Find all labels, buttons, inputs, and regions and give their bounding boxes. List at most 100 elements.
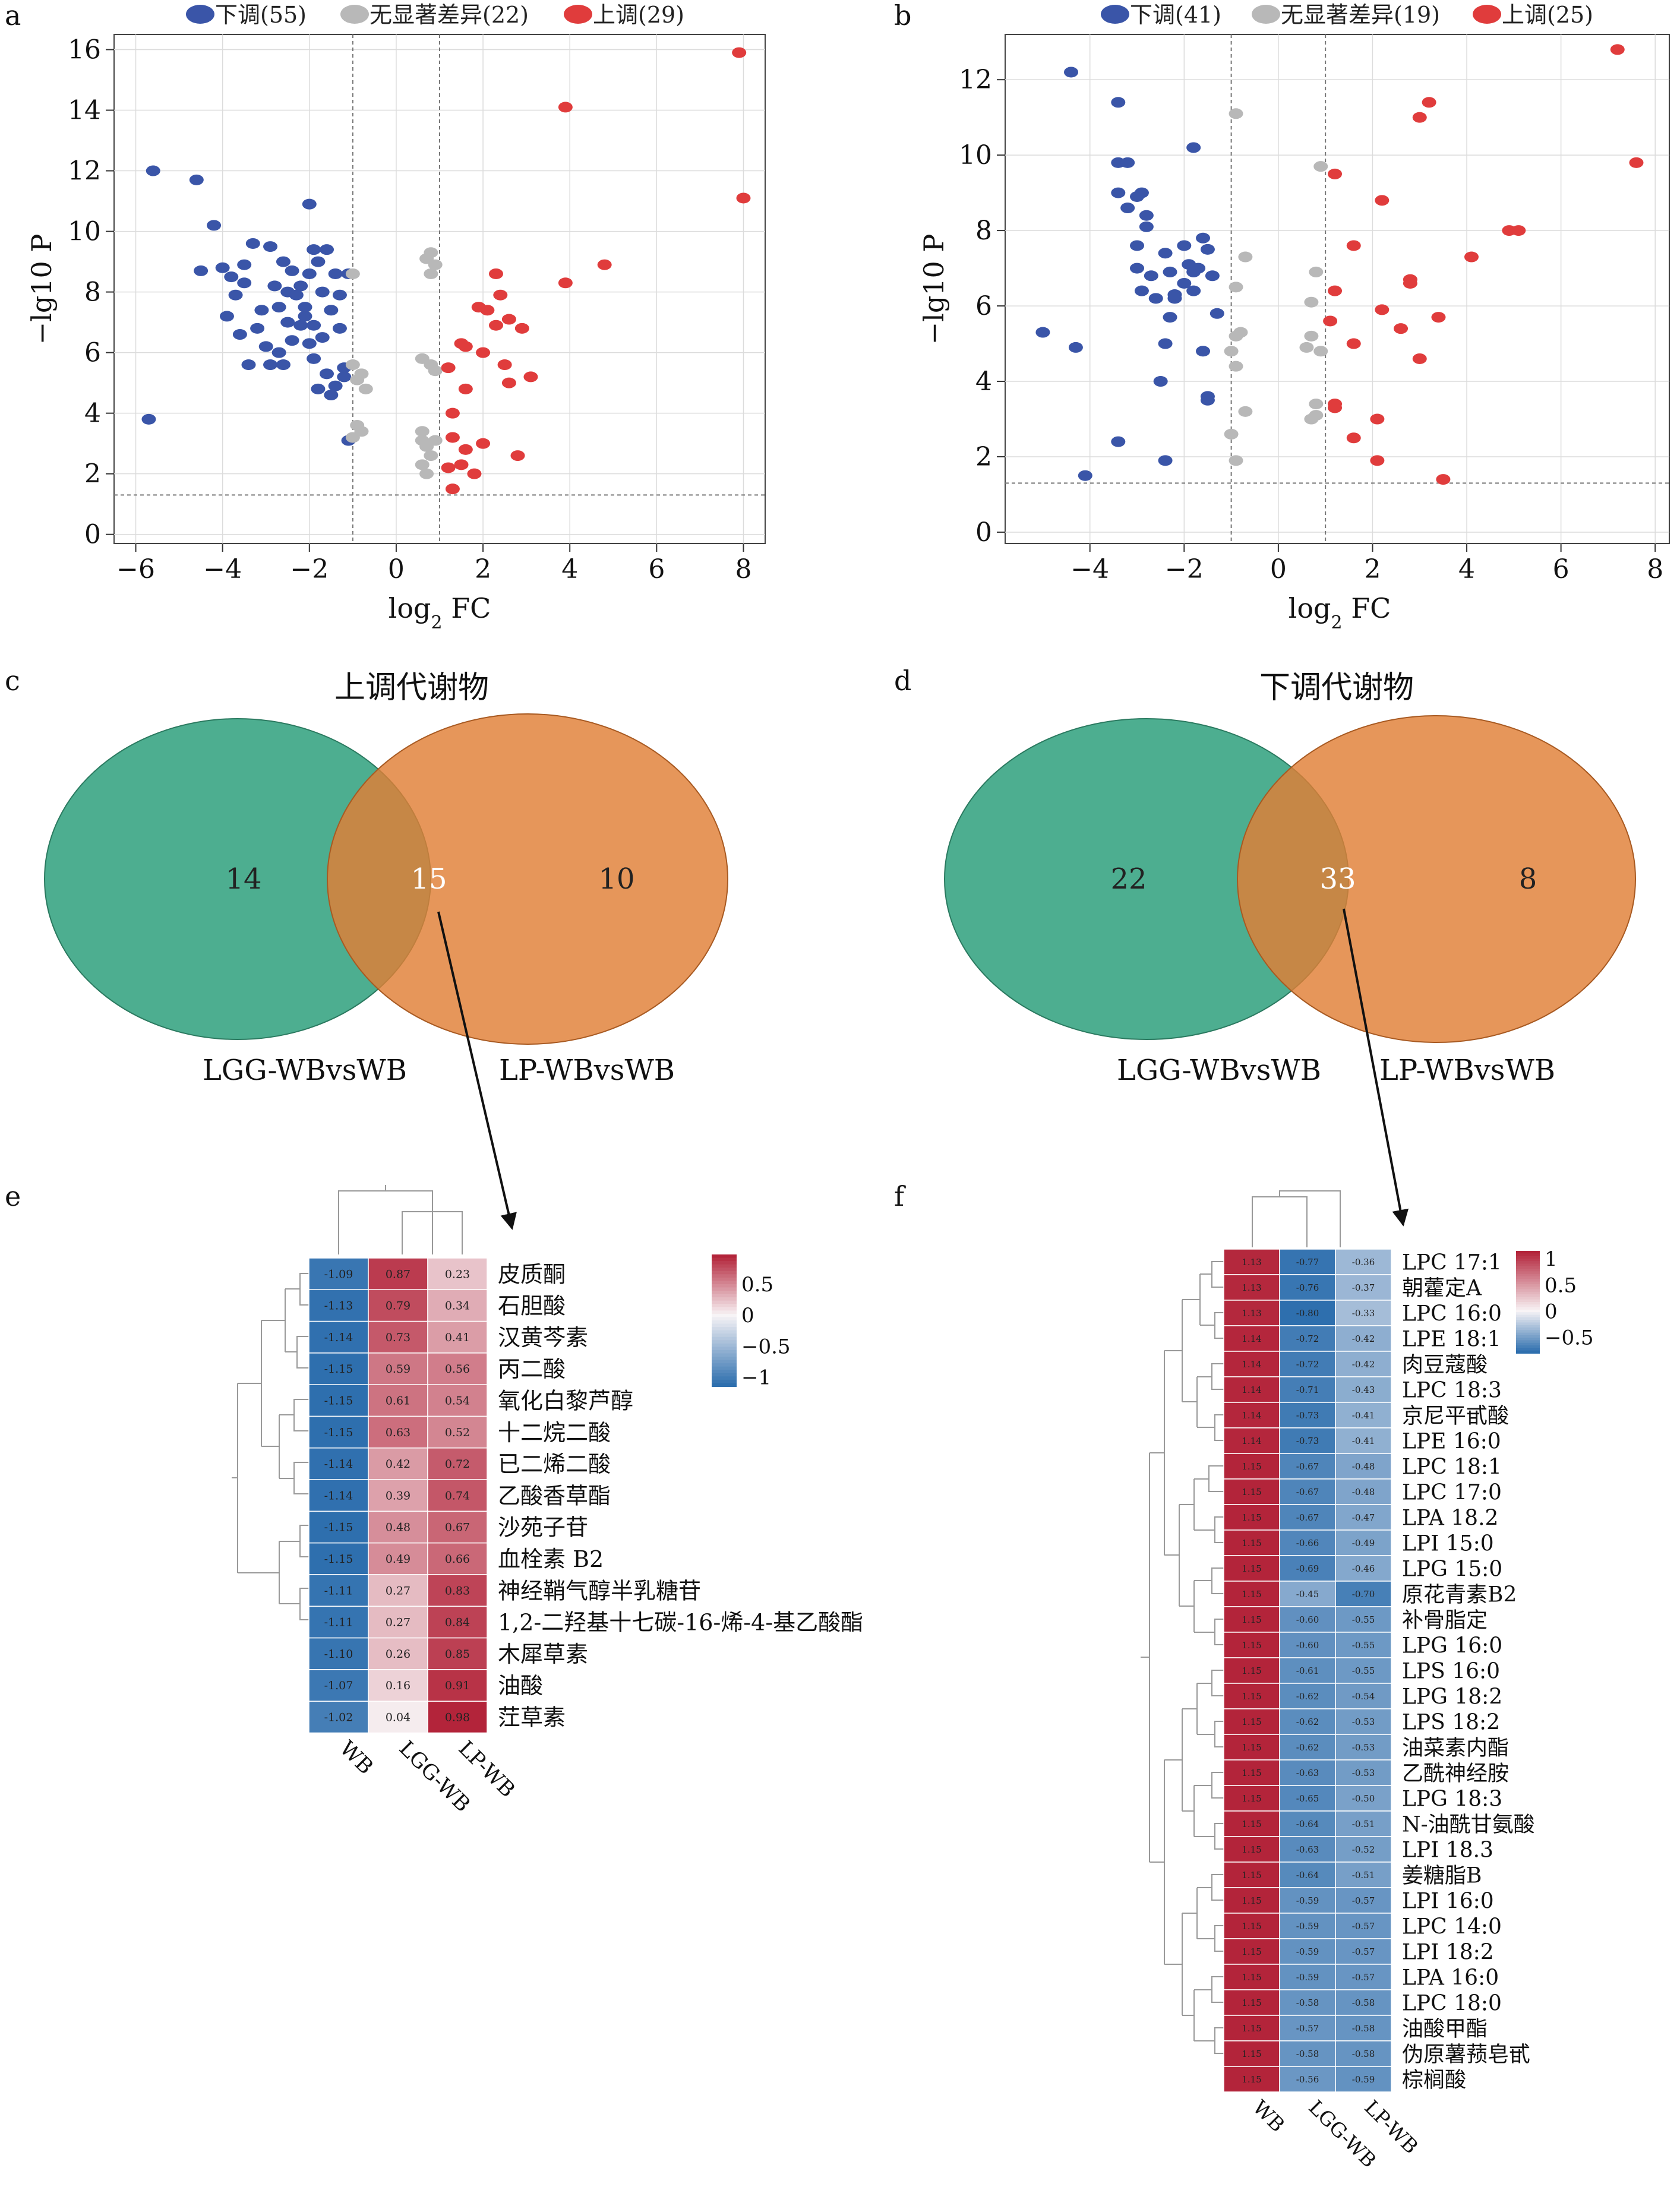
- heatmap-row-label: 神经鞘气醇半乳糖苷: [498, 1578, 701, 1604]
- colorbar-tick-label: 0.5: [741, 1273, 773, 1297]
- heatmap-cell-value: 1.15: [1242, 1487, 1261, 1497]
- colorbar-segment: [712, 1363, 737, 1367]
- point-ns: [424, 450, 438, 462]
- heatmap-cell-value: -0.58: [1296, 2049, 1319, 2059]
- point-down: [1111, 187, 1126, 198]
- point-down: [237, 259, 252, 270]
- heatmap-row-label: 乙酰神经胺: [1402, 1761, 1509, 1785]
- point-down: [320, 244, 334, 255]
- heatmap-cell-value: -0.57: [1352, 1946, 1375, 1957]
- heatmap-cell: [1279, 2040, 1336, 2067]
- x-axis-label-tail-b: FC: [1343, 592, 1391, 624]
- heatmap-cell: [427, 1289, 488, 1322]
- point-down: [1130, 240, 1145, 251]
- heatmap-cell: [1335, 1861, 1392, 1888]
- heatmap-cell-value: 0.39: [386, 1489, 410, 1502]
- heatmap-row-label: 皮质酮: [498, 1261, 566, 1287]
- point-ns: [428, 259, 443, 270]
- heatmap-cell-value: -0.58: [1296, 1998, 1319, 2008]
- point-ns: [1304, 330, 1319, 342]
- heatmap-cell-value: -0.43: [1352, 1385, 1375, 1395]
- legend-swatch-ns-a: [340, 5, 369, 24]
- venn-set-label-right-d: LP-WBvsWB: [1379, 1054, 1555, 1087]
- heatmap-cell-value: -0.62: [1296, 1717, 1319, 1727]
- legend-swatch-down-a: [186, 5, 214, 24]
- point-up: [441, 462, 456, 473]
- heatmap-cell: [1279, 1300, 1336, 1326]
- venn-set-right-d: [1237, 715, 1636, 1043]
- point-down: [1120, 203, 1135, 214]
- point-ns: [345, 432, 360, 443]
- y-tick-label: 8: [975, 216, 992, 246]
- legend-a: 下调(55) 无显著差异(22) 上调(29): [186, 2, 684, 28]
- point-down: [1035, 327, 1050, 338]
- heatmap-cell: [1279, 1887, 1336, 1914]
- heatmap-cell: [1223, 1836, 1280, 1863]
- point-down: [1134, 285, 1149, 296]
- threshold-lines-a: [114, 34, 765, 543]
- heatmap-cell-value: 0.61: [386, 1395, 410, 1408]
- point-up: [458, 444, 473, 455]
- point-ns: [415, 435, 430, 446]
- heatmap-cell-value: 1.15: [1242, 1589, 1261, 1600]
- colorbar-segment: [1516, 1284, 1540, 1288]
- colorbar-segment: [712, 1257, 737, 1262]
- colorbar-f: 10.5 0 −0.5: [1516, 1247, 1594, 1354]
- point-ns: [428, 435, 443, 446]
- point-up: [558, 277, 573, 289]
- heatmap-cell-value: -0.42: [1352, 1359, 1375, 1370]
- heatmap-cell: [1279, 1836, 1336, 1863]
- heatmap-cell: [1223, 1759, 1280, 1786]
- point-up: [510, 450, 525, 462]
- heatmap-cell-value: -0.69: [1296, 1563, 1319, 1574]
- row-dendrogram-e: [232, 1273, 309, 1620]
- colorbar-segment: [1516, 1307, 1540, 1310]
- point-up: [558, 102, 573, 113]
- point-up: [454, 459, 469, 470]
- heatmap-row-label: 1,2-二羟基十七碳-16-烯-4-基乙酸酯: [498, 1610, 863, 1636]
- legend-swatch-up-b: [1473, 5, 1501, 24]
- colorbar-segment: [1516, 1320, 1540, 1323]
- heatmap-cell-value: 0.49: [386, 1553, 410, 1566]
- heatmap-row-label: LPC 17:0: [1402, 1480, 1502, 1505]
- point-down: [302, 268, 317, 279]
- point-down: [194, 265, 209, 276]
- heatmap-row-label: 十二烷二酸: [498, 1420, 611, 1446]
- venn-set-label-left-c: LGG-WBvsWB: [203, 1054, 407, 1087]
- colorbar-e: 0.5 0 −0.5 −1: [712, 1254, 791, 1389]
- heatmap-row-label: 京尼平甙酸: [1402, 1404, 1509, 1428]
- colorbar-segment: [1516, 1271, 1540, 1275]
- legend-b: 下调(41) 无显著差异(19) 上调(25): [1101, 2, 1593, 28]
- x-axis-label-sub-b: 2: [1331, 612, 1343, 633]
- volcano-plot-a: 下调(55) 无显著差异(22) 上调(29) −6 −4 −2 0 2 4 6 8 0 2 4 6 8…: [26, 2, 766, 633]
- heatmap-cell-value: -0.73: [1296, 1436, 1319, 1446]
- point-down: [267, 280, 282, 292]
- colorbar-segment: [712, 1304, 737, 1308]
- heatmap-row-label: 肉豆蔻酸: [1402, 1352, 1488, 1377]
- point-down: [141, 413, 156, 425]
- point-ns: [1304, 413, 1319, 425]
- point-up: [1436, 474, 1451, 485]
- point-ns: [345, 359, 360, 371]
- point-ns: [424, 268, 438, 279]
- heatmap-cell-value: -0.59: [1296, 1921, 1319, 1932]
- heatmap-row-label: 乙酸香草酯: [498, 1483, 611, 1509]
- y-axis-label-b: −lg10 P: [918, 234, 950, 345]
- heatmap-cell: [1335, 1759, 1392, 1786]
- point-down: [1120, 157, 1135, 168]
- point-ns: [350, 420, 365, 431]
- heatmap-cell: [1335, 1964, 1392, 1990]
- colorbar-segment: [712, 1254, 737, 1259]
- heatmap-cell-value: -0.59: [1296, 1895, 1319, 1906]
- heatmap-cell-value: -0.55: [1352, 1665, 1375, 1676]
- colorbar-segment: [712, 1366, 737, 1371]
- heatmap-cell: [1223, 1581, 1280, 1607]
- point-down: [1163, 312, 1177, 323]
- heatmap-row-label: LPC 14:0: [1402, 1914, 1502, 1939]
- heatmap-cell-value: 1.15: [1242, 1614, 1261, 1625]
- heatmap-cell: [1279, 1861, 1336, 1888]
- heatmap-row-label: 补骨脂定: [1402, 1608, 1488, 1632]
- point-up: [1422, 97, 1436, 108]
- legend-label-up-b: 上调(25): [1502, 2, 1593, 28]
